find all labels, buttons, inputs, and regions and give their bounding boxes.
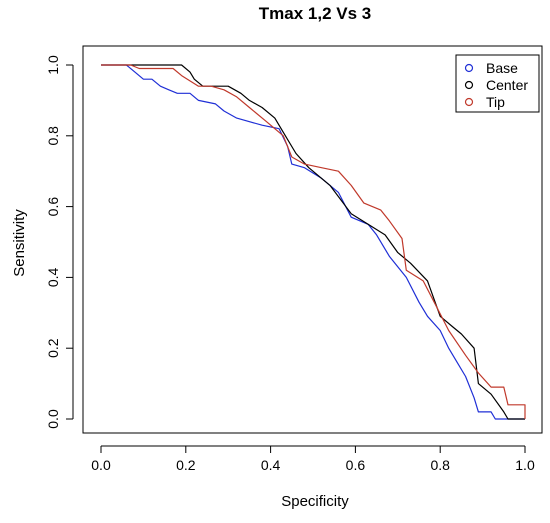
x-axis-title: Specificity — [281, 493, 349, 510]
x-tick-label: 0.6 — [346, 457, 366, 473]
axes: 0.0 0.2 0.4 0.6 0.8 1.0 0.0 0.2 0.4 0.6 0.8 1.0 — [45, 55, 535, 473]
series-line-base — [101, 64, 525, 420]
plot-frame — [82, 45, 543, 434]
y-tick-label: 0.4 — [45, 267, 61, 287]
y-tick-label: 0.6 — [45, 197, 61, 217]
legend-label-tip: Tip — [486, 94, 505, 110]
x-tick-label: 1.0 — [515, 457, 535, 473]
legend-marker-base — [464, 63, 474, 73]
x-tick-label: 0.2 — [176, 457, 196, 473]
series-line-tip — [101, 64, 526, 419]
legend-marker-center — [464, 80, 474, 90]
series-line-center — [101, 64, 525, 420]
series-lines — [101, 64, 526, 420]
legend-box — [455, 54, 540, 113]
x-tick-label: 0.8 — [430, 457, 450, 473]
x-tick-label: 0.0 — [91, 457, 111, 473]
legend-label-center: Center — [486, 77, 528, 93]
legend-label-base: Base — [486, 60, 518, 76]
y-tick-label: 0.2 — [45, 338, 61, 358]
y-tick-label: 0.0 — [45, 409, 61, 429]
legend-marker-tip — [464, 97, 474, 107]
y-tick-label: 0.8 — [45, 126, 61, 146]
chart-title: Tmax 1,2 Vs 3 — [259, 4, 371, 23]
y-axis-title: Sensitivity — [11, 209, 28, 277]
x-tick-label: 0.4 — [261, 457, 281, 473]
y-tick-label: 1.0 — [45, 55, 61, 75]
